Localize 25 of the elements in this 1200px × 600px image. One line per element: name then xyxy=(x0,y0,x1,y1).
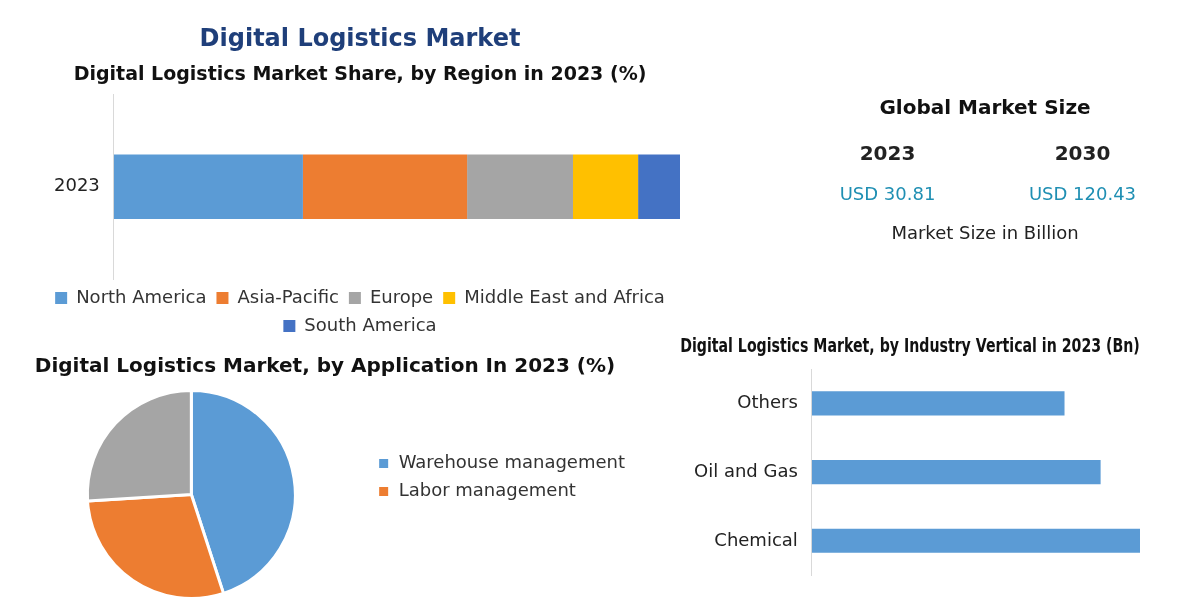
text: USD 30.81 xyxy=(838,183,937,204)
y-tick-label: Chemical xyxy=(714,528,798,550)
chart-title: Digital Logistics Market xyxy=(199,23,521,52)
legend-label: Asia-Pacific xyxy=(237,285,339,307)
chart-title: Digital Logistics Market, by Industry Vertical in 2023 (Bn) xyxy=(680,333,1140,357)
bar xyxy=(302,154,468,220)
bar xyxy=(572,154,639,220)
legend-label: Labor management xyxy=(398,479,576,501)
text: USD 120.43 xyxy=(1027,183,1138,204)
text: Market Size in Billion xyxy=(890,222,1080,243)
y-tick-label: Others xyxy=(737,391,798,413)
legend-label: South America xyxy=(304,313,437,335)
text: Global Market Size xyxy=(878,95,1092,119)
text: 2030 xyxy=(1053,141,1112,165)
y-tick-label: Oil and Gas xyxy=(693,459,798,481)
legend-label: Europe xyxy=(369,285,434,307)
chart-title: Digital Logistics Market, by Application In 2023 (%) xyxy=(34,353,616,378)
bar xyxy=(113,154,303,220)
bar xyxy=(638,154,680,220)
text: 2023 xyxy=(858,141,917,165)
legend-label: Warehouse management xyxy=(398,451,626,473)
chart-subtitle: Digital Logistics Market Share, by Region in 2023 (%) xyxy=(73,62,647,85)
legend-label: Middle East and Africa xyxy=(464,285,665,307)
legend-label: North America xyxy=(76,285,207,307)
bar xyxy=(467,154,573,220)
